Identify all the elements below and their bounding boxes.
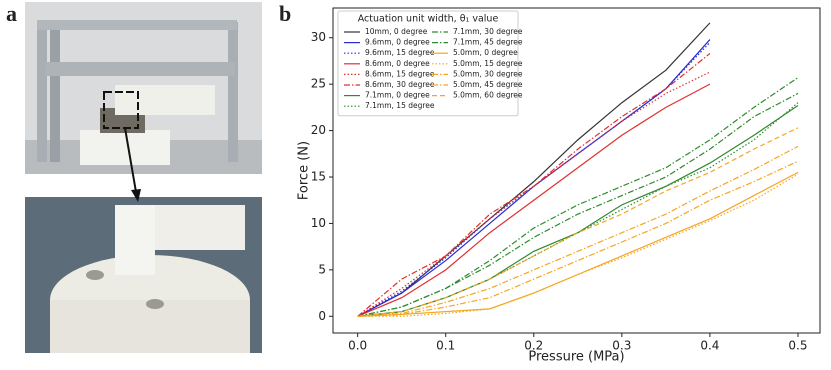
- legend-box: [337, 10, 519, 117]
- y-tick-label: 5: [318, 262, 326, 276]
- series-line: [357, 173, 799, 317]
- legend-label: 5.0mm, 30 degree: [453, 69, 523, 78]
- legend-label: 7.1mm, 45 degree: [453, 38, 523, 47]
- legend-label: 5.0mm, 15 degree: [453, 59, 523, 68]
- legend-label: 8.6mm, 15 degree: [365, 69, 435, 78]
- series-line: [357, 22, 711, 317]
- series-line: [357, 127, 799, 317]
- panel-label: a: [6, 1, 17, 26]
- series-line: [357, 71, 711, 317]
- y-axis-label: Force (N): [297, 141, 312, 200]
- series-line: [357, 92, 799, 317]
- y-tick-label: 20: [311, 123, 326, 137]
- x-tick-label: 0.0: [348, 339, 367, 353]
- y-tick-label: 25: [311, 77, 326, 91]
- x-tick-label: 0.5: [788, 339, 807, 353]
- legend-label: 7.1mm, 0 degree: [365, 91, 430, 100]
- plot: 0.0 0.1 0.2 0.3 0.4 0.5 0 5 10 15 20 25 30 Pressure (…: [297, 7, 821, 365]
- series-line: [357, 145, 799, 317]
- x-tick-label: 0.3: [612, 339, 631, 353]
- panel-label: b: [279, 1, 291, 26]
- legend-label: 5.0mm, 60 degree: [453, 91, 523, 100]
- x-axis-label: Pressure (MPa): [528, 350, 624, 365]
- x-tick-label: 0.4: [700, 339, 719, 353]
- legend-label: 8.6mm, 0 degree: [365, 59, 430, 68]
- legend-label: 7.1mm, 30 degree: [453, 27, 523, 36]
- photo-closeup: [25, 197, 262, 353]
- x-tick-label: 0.1: [436, 339, 455, 353]
- y-tick-label: 30: [311, 30, 326, 44]
- series-line: [357, 83, 711, 317]
- y-tick-label: 10: [311, 216, 326, 230]
- legend-label: 5.0mm, 45 degree: [453, 80, 523, 89]
- legend-label: 9.6mm, 15 degree: [365, 48, 435, 57]
- arrow: [124, 127, 141, 202]
- series-line: [357, 160, 799, 317]
- photo-rig: [25, 2, 262, 174]
- series-line: [357, 105, 799, 317]
- legend-label: 10mm, 0 degree: [365, 27, 428, 36]
- series-line: [357, 53, 711, 317]
- legend-label: 8.6mm, 30 degree: [365, 80, 435, 89]
- series-line: [357, 77, 799, 317]
- y-tick-label: 0: [318, 309, 326, 323]
- plot-area: [332, 7, 821, 334]
- legend-title: Actuation unit width, θ₁ value: [358, 14, 499, 25]
- series-line: [357, 171, 799, 317]
- series-line: [357, 102, 799, 317]
- legend-label: 5.0mm, 0 degree: [453, 48, 518, 57]
- legend-label: 7.1mm, 15 degree: [365, 101, 435, 110]
- legend-label: 9.6mm, 0 degree: [365, 38, 430, 47]
- series-line: [357, 41, 711, 317]
- x-tick-label: 0.2: [524, 339, 543, 353]
- y-tick-label: 15: [311, 170, 326, 184]
